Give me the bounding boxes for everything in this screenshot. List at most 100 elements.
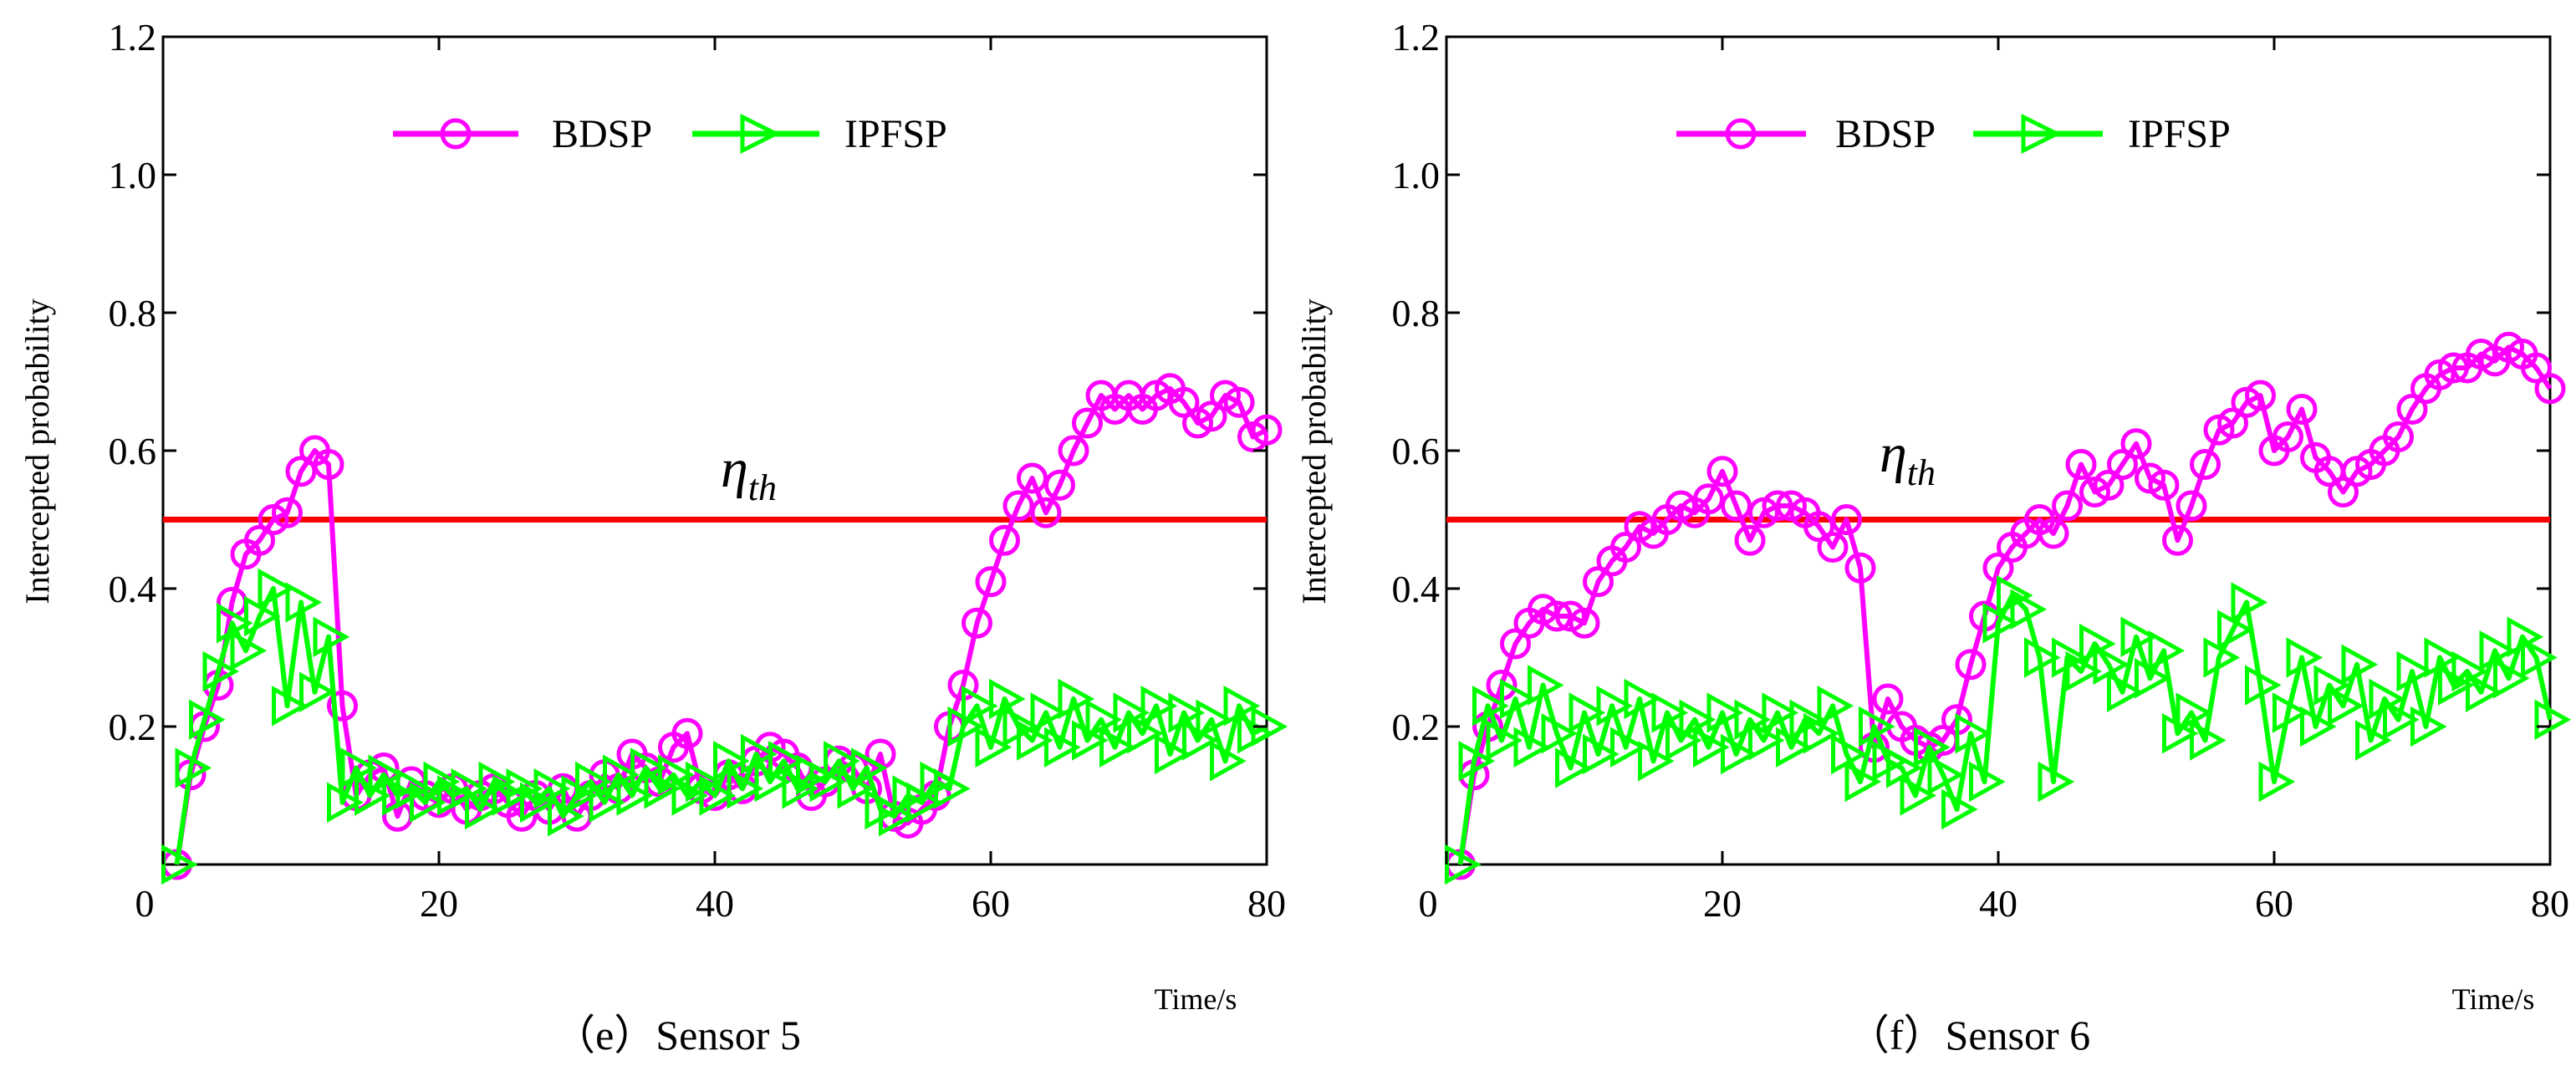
x-axis-label-e: Time/s	[1155, 982, 1237, 1016]
xticks-e: 0 20 40 60 80	[135, 37, 1286, 925]
data-point-bdsp	[1762, 490, 1793, 522]
legend-f: BDSP IPFSP	[1676, 112, 2231, 156]
x-tick-label: 80	[2531, 882, 2569, 925]
data-point-ipfsp	[299, 671, 336, 712]
data-point-ipfsp	[1914, 727, 1951, 768]
data-point-bdsp	[2521, 352, 2552, 384]
data-point-ipfsp	[2355, 720, 2392, 761]
data-point-bdsp	[244, 524, 275, 556]
data-point-bdsp	[1541, 600, 1573, 632]
data-point-ipfsp	[2245, 665, 2282, 706]
y-tick-label: 1.2	[109, 16, 157, 59]
data-point-ipfsp	[2396, 650, 2434, 692]
data-point-ipfsp	[1596, 686, 1634, 727]
data-point-bdsp	[1693, 483, 1724, 515]
series-container-e	[161, 373, 1288, 885]
y-tick-label: 0.6	[1392, 430, 1441, 472]
data-point-ipfsp	[1624, 678, 1661, 720]
data-point-ipfsp	[1982, 603, 2020, 644]
y-tick-label: 0.2	[1392, 706, 1441, 748]
data-point-bdsp	[2148, 469, 2180, 501]
data-point-ipfsp	[989, 678, 1026, 720]
data-point-ipfsp	[1886, 747, 1923, 788]
data-point-bdsp	[1072, 407, 1103, 439]
threshold-symbol-e: η	[721, 438, 748, 499]
data-point-bdsp	[1223, 386, 1255, 418]
data-point-bdsp	[671, 717, 703, 749]
data-point-bdsp	[1251, 414, 1283, 446]
data-point-ipfsp	[258, 568, 295, 609]
y-axis-label-e: Intercepted probability	[18, 298, 56, 604]
legend-marker-bdsp-f	[1725, 118, 1757, 150]
data-point-bdsp	[2065, 449, 2097, 480]
series-markers-ipfsp	[1445, 575, 2572, 885]
data-point-ipfsp	[465, 788, 502, 830]
threshold-symbol-f: η	[1880, 423, 1907, 484]
data-point-bdsp	[962, 607, 992, 639]
data-point-ipfsp	[2107, 671, 2144, 712]
data-point-ipfsp	[1528, 665, 1564, 706]
data-point-ipfsp	[1458, 741, 1496, 782]
data-point-ipfsp	[2120, 616, 2158, 657]
legend-e: BDSP IPFSP	[393, 112, 947, 156]
y-tick-label: 0.2	[109, 706, 157, 748]
data-point-ipfsp	[1030, 692, 1068, 733]
data-point-bdsp	[1569, 607, 1600, 639]
data-point-ipfsp	[713, 741, 750, 782]
data-point-ipfsp	[1610, 727, 1647, 768]
data-point-bdsp	[1872, 683, 1904, 715]
caption-e: （e）Sensor 5	[553, 1012, 801, 1058]
data-point-bdsp	[989, 524, 1020, 556]
data-point-bdsp	[1002, 490, 1034, 522]
threshold-subscript-f: th	[1907, 452, 1936, 493]
data-point-ipfsp	[1486, 720, 1523, 761]
data-point-bdsp	[1610, 532, 1641, 563]
data-point-ipfsp	[934, 768, 971, 809]
data-point-ipfsp	[272, 686, 309, 727]
data-point-ipfsp	[2148, 630, 2186, 671]
data-point-bdsp	[285, 456, 317, 487]
data-point-bdsp	[327, 690, 358, 722]
data-point-ipfsp	[851, 747, 888, 788]
svg-text:ηth: ηth	[1880, 423, 1936, 493]
data-point-ipfsp	[1541, 713, 1579, 754]
legend-marker-ipfsp-f	[2021, 113, 2062, 155]
data-point-bdsp	[272, 497, 303, 528]
chart-panel-f: 0.2 0.4 0.6 0.8 1.0 1.2 0 20 40 60 80 Intercepted…	[1295, 16, 2572, 1058]
data-point-bdsp	[1803, 511, 1834, 543]
data-point-ipfsp	[2493, 658, 2530, 699]
data-point-ipfsp	[175, 747, 212, 788]
data-point-ipfsp	[1651, 692, 1689, 733]
data-point-ipfsp	[1679, 699, 1716, 740]
data-point-ipfsp	[589, 782, 626, 823]
data-point-ipfsp	[1500, 678, 1537, 720]
svg-text:ηth: ηth	[721, 438, 777, 508]
data-point-bdsp	[1017, 462, 1048, 494]
data-point-bdsp	[2176, 490, 2207, 522]
caption-f: （f）Sensor 6	[1848, 1012, 2090, 1058]
data-point-ipfsp	[1859, 706, 1895, 747]
data-point-ipfsp	[2176, 692, 2213, 733]
data-point-ipfsp	[824, 741, 860, 782]
data-point-ipfsp	[2190, 720, 2227, 761]
data-point-bdsp	[2328, 477, 2359, 507]
y-tick-label: 1.0	[109, 154, 157, 196]
series-markers-ipfsp	[161, 568, 1288, 885]
data-point-ipfsp	[1223, 686, 1261, 727]
data-point-ipfsp	[202, 650, 240, 692]
data-point-bdsp	[2383, 421, 2414, 452]
legend-label-ipfsp-f: IPFSP	[2128, 112, 2231, 156]
data-point-bdsp	[2162, 524, 2193, 556]
x-tick-label: 80	[1247, 882, 1286, 925]
data-point-ipfsp	[1085, 699, 1123, 740]
x-axis-label-f: Time/s	[2452, 982, 2535, 1016]
series-container-f	[1445, 331, 2572, 885]
data-point-ipfsp	[2300, 706, 2337, 747]
data-point-ipfsp	[1058, 678, 1095, 720]
data-point-ipfsp	[768, 741, 805, 782]
x-tick-label: 60	[972, 882, 1010, 925]
data-point-ipfsp	[616, 775, 654, 816]
data-point-ipfsp	[2217, 609, 2254, 650]
yticks-e: 0.2 0.4 0.6 0.8 1.0 1.2	[109, 16, 1267, 748]
